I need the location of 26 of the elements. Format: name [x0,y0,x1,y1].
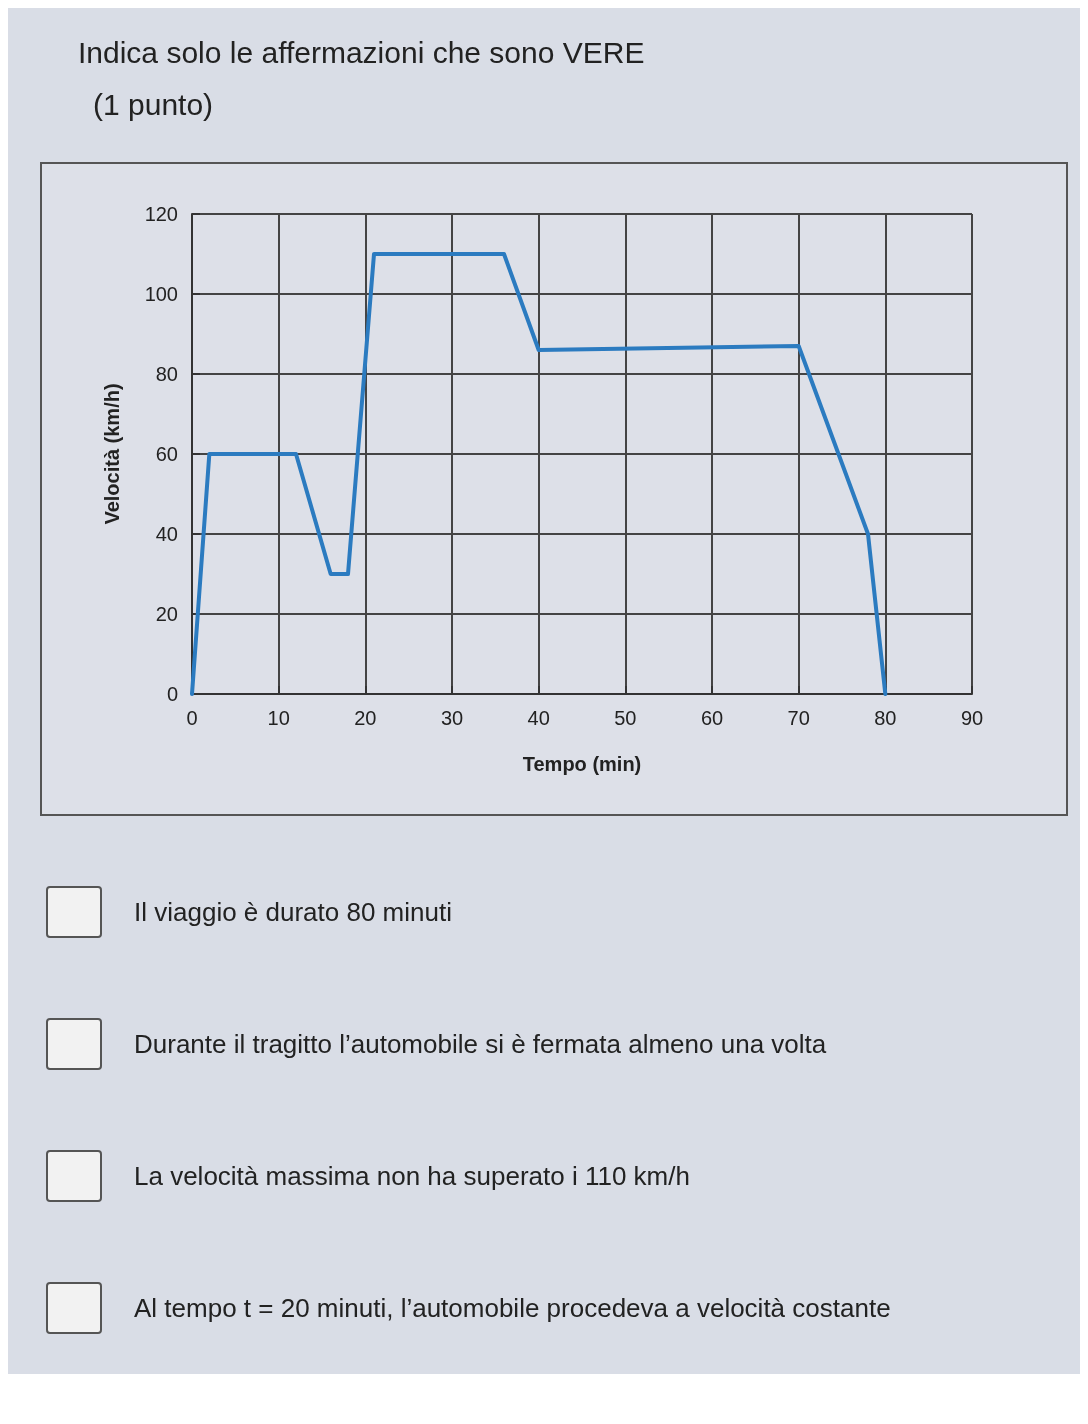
y-tick-label: 100 [144,283,178,305]
x-tick-label: 70 [787,707,810,729]
y-tick-label: 0 [166,683,178,705]
line-series [190,252,888,696]
x-tick-label: 40 [527,707,550,729]
y-axis-title: Velocità (km/h) [101,383,123,525]
text: Il viaggio è durato 80 minuti [134,896,452,928]
text: Al tempo t = 20 minuti, l’automobile procedeva a velocità costante [134,1292,891,1324]
y-tick-label: 120 [144,203,178,225]
chart-subtitle: (1 punto) [92,87,215,122]
x-tick-label: 10 [267,707,290,729]
chart-title: Indica solo le affermazioni che sono VERE [77,35,646,70]
x-tick-label: 30 [440,707,464,729]
text: Durante il tragitto l’automobile si è fermata almeno una volta [134,1028,827,1060]
x-tick-label: 90 [960,707,984,729]
y-tick-label: 60 [155,443,178,465]
x-tick-label: 20 [354,707,377,729]
x-tick-label: 50 [614,707,637,729]
x-tick-label: 0 [186,707,198,729]
y-tick-label: 80 [155,363,178,385]
y-tick-label: 40 [155,523,178,545]
y-tick-label: 20 [155,603,178,625]
x-tick-label: 60 [700,707,724,729]
x-axis-title: Tempo (min) [522,753,642,775]
text: La velocità massima non ha superato i 110 km/h [134,1160,690,1192]
x-tick-label: 80 [874,707,897,729]
